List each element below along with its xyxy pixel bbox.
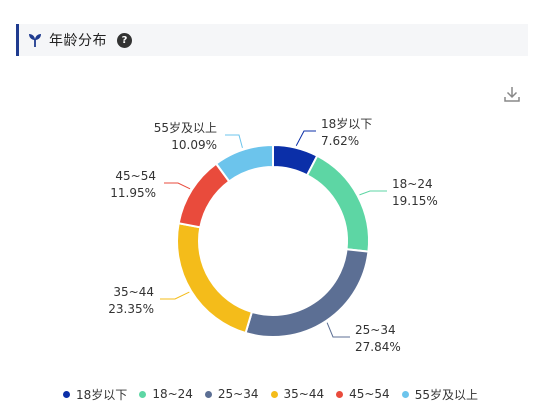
question-circle-icon[interactable]: ? — [117, 32, 132, 48]
legend-item-18-24[interactable]: 18~24 — [139, 387, 193, 401]
sprout-icon — [27, 32, 43, 48]
leader-line-25-34 — [326, 322, 350, 338]
legend-marker — [63, 390, 71, 398]
leader-line-45-54 — [164, 182, 191, 190]
legend-label: 45~54 — [349, 387, 390, 401]
chart-legend: 18岁以下 18~24 25~34 35~44 45~54 55岁及以上 — [0, 384, 541, 404]
slice-55-plus[interactable] — [214, 143, 274, 183]
legend-label: 55岁及以上 — [414, 387, 478, 402]
legend-label: 18~24 — [152, 387, 193, 401]
slice-label-55-plus: 55岁及以上 — [154, 120, 217, 135]
legend-item-25-34[interactable]: 25~34 — [204, 387, 259, 401]
slice-value-under-18: 7.62% — [321, 134, 359, 148]
slice-label-25-34: 25~34 — [355, 323, 396, 337]
leader-line-under-18 — [295, 130, 316, 147]
slice-35-44[interactable] — [176, 222, 254, 335]
legend-item-35-44[interactable]: 35~44 — [270, 387, 325, 401]
slice-25-34[interactable] — [244, 248, 370, 338]
legend-marker — [139, 390, 147, 398]
download-icon[interactable] — [502, 84, 522, 104]
legend-label: 25~34 — [217, 387, 259, 401]
legend-item-55-plus[interactable]: 55岁及以上 — [401, 386, 478, 403]
legend-label: 35~44 — [283, 387, 325, 401]
slice-value-55-plus: 10.09% — [171, 138, 217, 152]
legend-marker — [401, 390, 409, 398]
leader-line-35-44 — [160, 291, 190, 300]
slice-label-18-24: 18~24 — [392, 177, 433, 191]
legend-marker — [336, 390, 344, 398]
slice-label-45-54: 45~54 — [115, 169, 156, 183]
slice-value-25-34: 27.84% — [355, 340, 401, 354]
slice-18-24[interactable] — [305, 154, 370, 253]
legend-item-under-18[interactable]: 18岁以下 — [63, 386, 127, 403]
slice-value-18-24: 19.15% — [392, 194, 438, 208]
leader-line-18-24 — [359, 190, 387, 196]
slice-value-35-44: 23.35% — [108, 302, 154, 316]
slice-value-45-54: 11.95% — [110, 186, 156, 200]
chart-header: 年龄分布 ? — [16, 24, 528, 56]
legend-marker — [270, 390, 278, 398]
slice-label-35-44: 35~44 — [113, 285, 154, 299]
legend-item-45-54[interactable]: 45~54 — [336, 387, 390, 401]
slice-label-under-18: 18岁以下 — [321, 116, 372, 131]
slice-45-54[interactable] — [177, 162, 231, 229]
leader-line-55-plus — [225, 134, 243, 149]
legend-marker — [204, 390, 212, 398]
chart-title: 年龄分布 — [49, 33, 107, 49]
legend-label: 18岁以下 — [76, 387, 128, 402]
